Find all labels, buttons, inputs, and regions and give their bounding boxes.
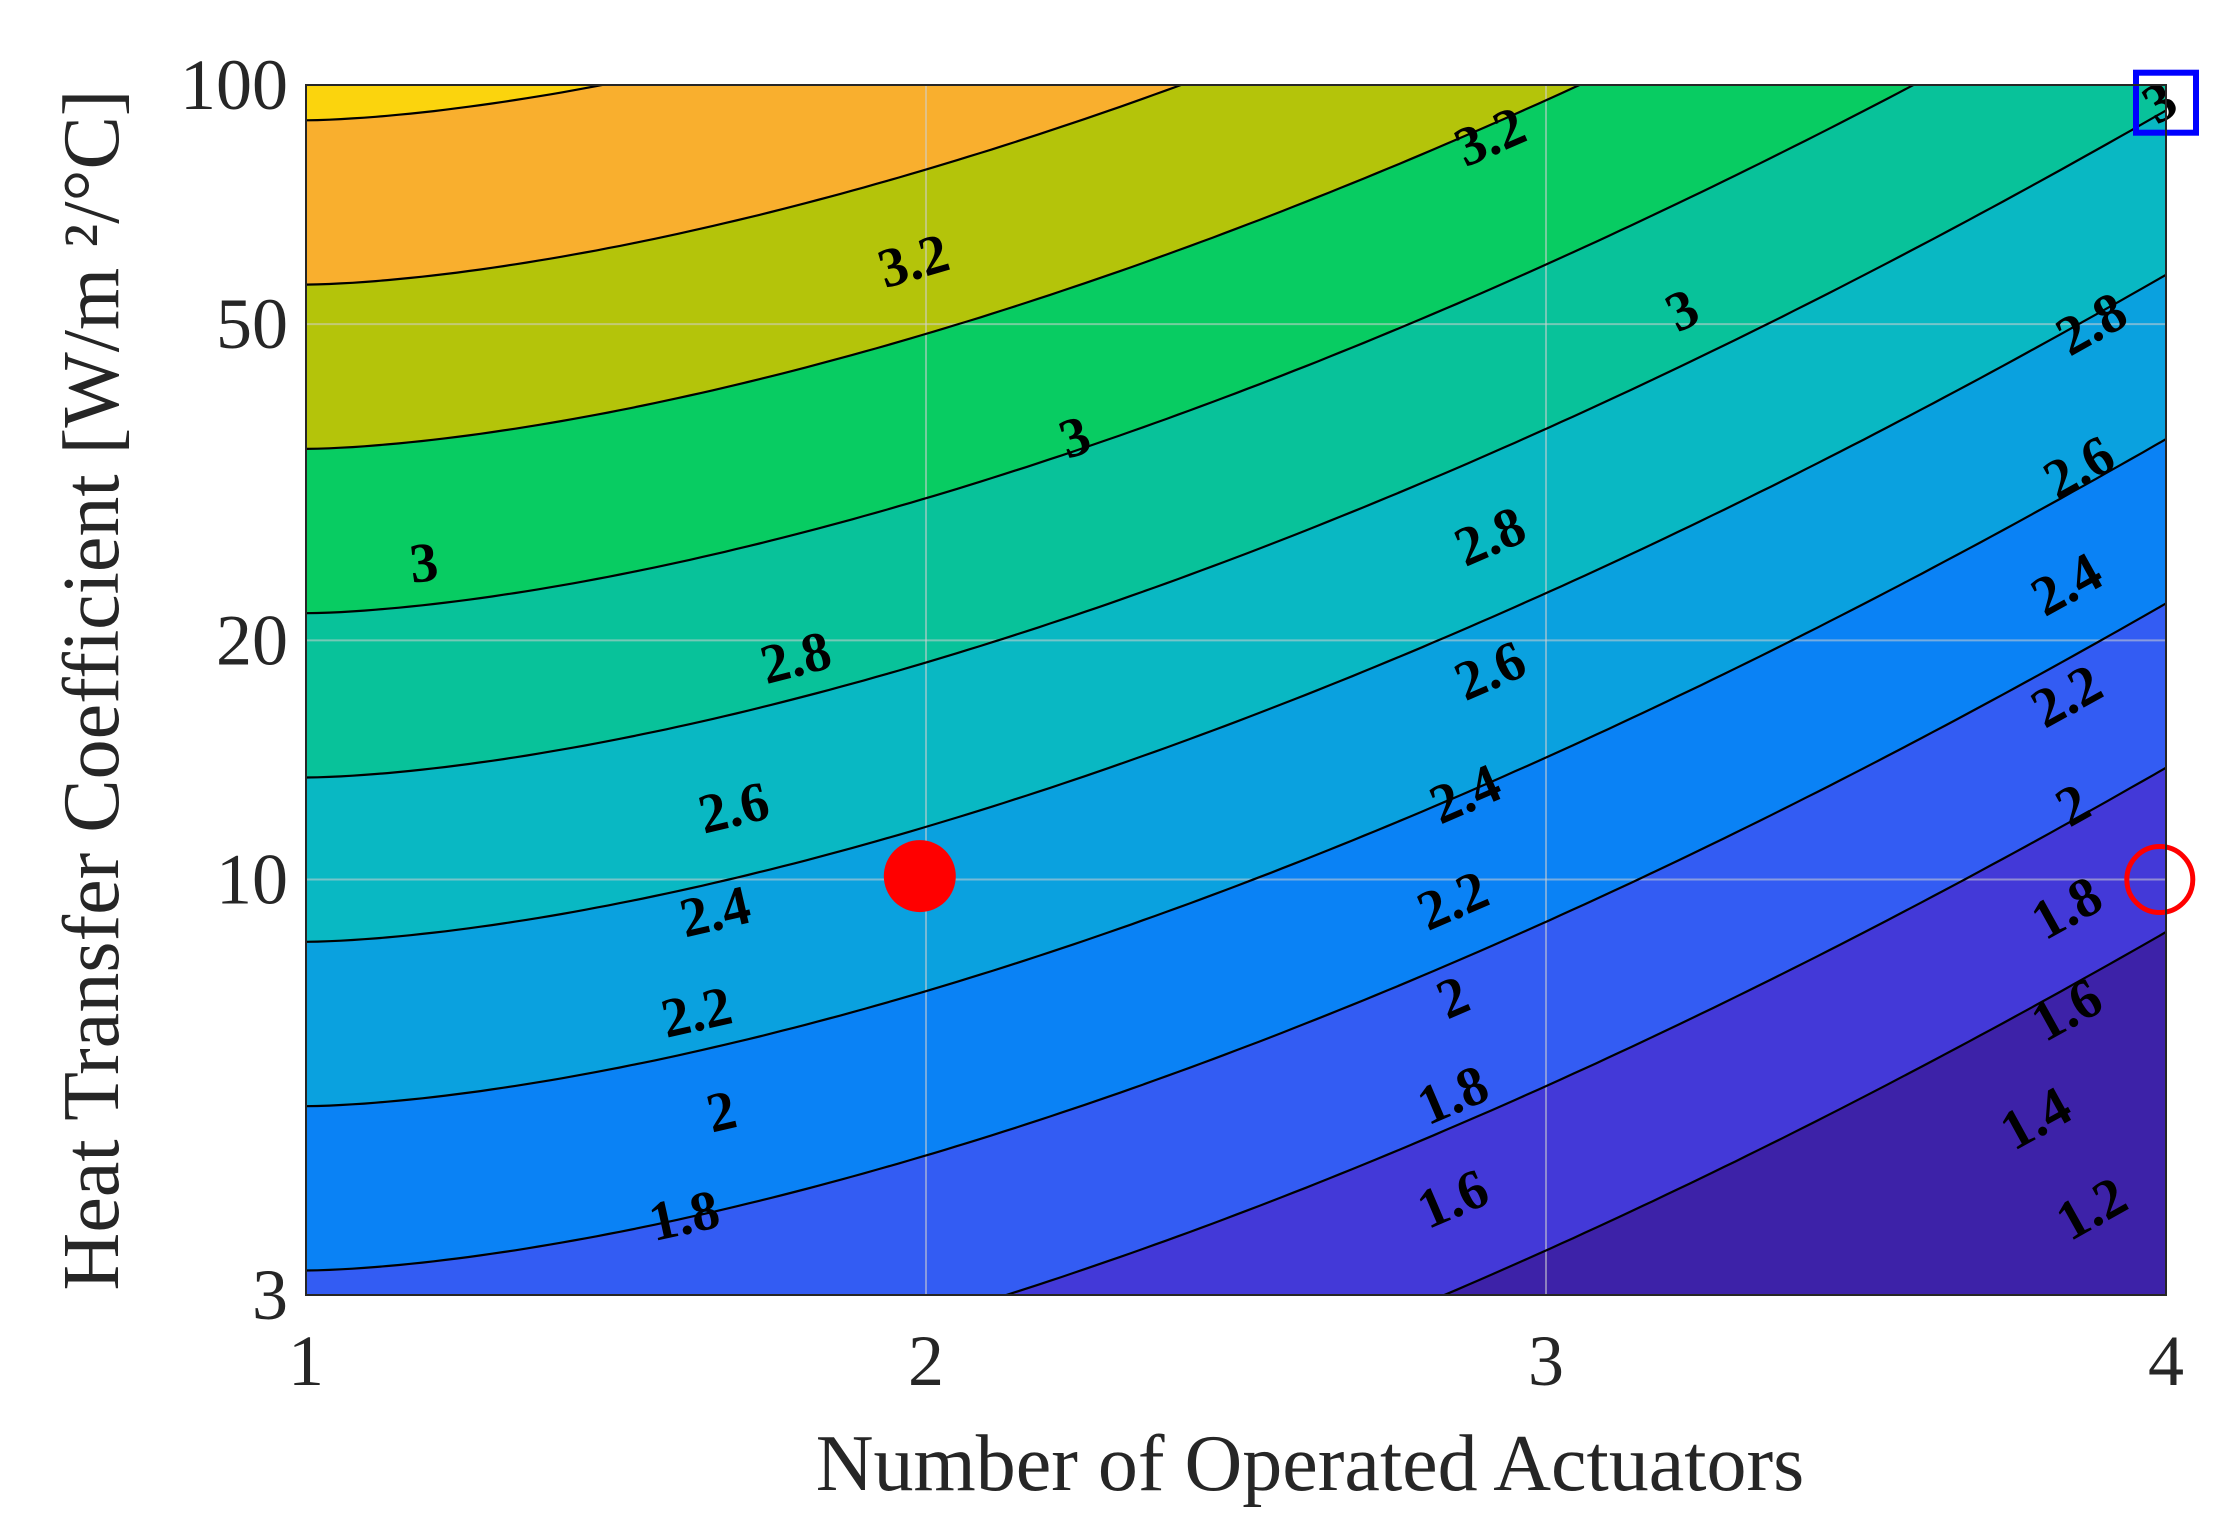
contour-band-10: [306, 85, 605, 121]
y-tick-label: 20: [216, 600, 288, 680]
x-tick-label: 4: [2148, 1321, 2184, 1401]
contour-label: 1.8: [643, 1178, 725, 1254]
y-tick-label: 3: [252, 1255, 288, 1335]
y-tick-label: 100: [180, 45, 288, 125]
contour-line-2.2: [306, 109, 2166, 779]
contour-lines: [306, 85, 2166, 1295]
contour-label: 3: [406, 531, 441, 596]
contour-line-2: [306, 273, 2166, 943]
x-tick-label: 3: [1528, 1321, 1564, 1401]
y-axis-label: Heat Transfer Coefficient [W/m ²/°C]: [48, 90, 136, 1291]
contour-band-1: [1004, 767, 2166, 1295]
open-circle-marker: [2124, 844, 2196, 916]
contour-line-2.8: [306, 85, 1185, 286]
filled-circle-marker: [883, 840, 956, 913]
contour-line-1.8: [306, 438, 2166, 1108]
contour-fill-bands: [306, 0, 2166, 1295]
contour-line-1.4: [1002, 766, 2166, 1295]
contour-line-2.4: [306, 85, 1916, 615]
x-axis-ticks: 1 2 3 4: [288, 1321, 2184, 1401]
y-tick-label: 50: [216, 284, 288, 364]
contour-line-1.6: [306, 602, 2166, 1272]
contour-band-11: [306, 0, 2166, 75]
y-tick-label: 10: [216, 840, 288, 920]
x-tick-label: 2: [908, 1321, 944, 1401]
x-axis-label: Number of Operated Actuators: [816, 1420, 1805, 1508]
contour-line-1.2: [1441, 931, 2166, 1295]
contour-label: 2.4: [674, 874, 756, 950]
grid-lines: [306, 85, 2166, 1295]
y-axis-ticks: 3 10 20 50 100: [180, 45, 288, 1335]
plot-area-frame: [305, 84, 2167, 1296]
x-tick-label: 1: [288, 1321, 324, 1401]
contour-label: 2.2: [656, 975, 738, 1051]
contour-line-2.6: [306, 85, 1583, 450]
